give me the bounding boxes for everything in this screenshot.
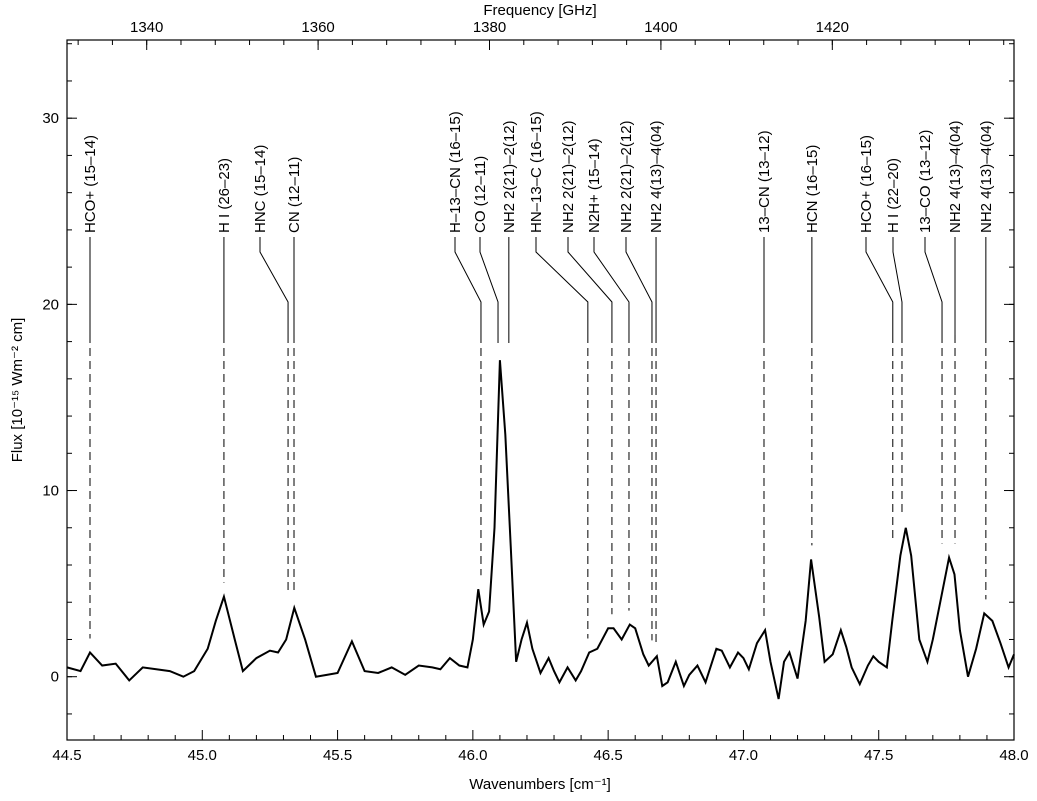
line-id-connector bbox=[593, 237, 630, 335]
line-id-label: HCN (16–15) bbox=[804, 145, 821, 233]
line-id-connector bbox=[625, 237, 653, 335]
line-id-connector bbox=[865, 237, 894, 335]
line-id-label: NH2 4(13)–4(04) bbox=[947, 120, 964, 233]
line-id-label: NH2 2(21)–2(12) bbox=[501, 120, 518, 233]
line-id-label: H–13–CN (16–15) bbox=[447, 111, 464, 233]
line-id-connector bbox=[924, 237, 943, 335]
line-id-label: H I (26–23) bbox=[216, 158, 233, 233]
x-tick-label: 44.5 bbox=[52, 747, 81, 764]
line-id-label: NH2 2(21)–2(12) bbox=[618, 120, 635, 233]
x2-tick-label: 1420 bbox=[816, 19, 849, 36]
y-tick-label: 10 bbox=[42, 483, 59, 500]
line-id-label: CO (12–11) bbox=[472, 156, 489, 233]
line-id-label: N2H+ (15–14) bbox=[586, 138, 603, 233]
line-id-connector bbox=[479, 237, 499, 335]
x-tick-label: 47.5 bbox=[864, 747, 893, 764]
x-tick-label: 46.0 bbox=[458, 747, 487, 764]
line-id-label: NH2 2(21)–2(12) bbox=[560, 120, 577, 233]
y-tick-label: 0 bbox=[51, 669, 59, 686]
line-id-connector bbox=[259, 237, 289, 335]
x-tick-label: 46.5 bbox=[594, 747, 623, 764]
x-tick-label: 45.5 bbox=[323, 747, 352, 764]
x2-tick-label: 1340 bbox=[130, 19, 163, 36]
x-tick-label: 48.0 bbox=[999, 747, 1028, 764]
line-id-connector bbox=[454, 237, 482, 335]
line-id-connector bbox=[535, 237, 589, 335]
line-id-label: HNC (15–14) bbox=[252, 145, 269, 233]
line-id-label: CN (12–11) bbox=[286, 157, 303, 233]
x-axis-label: Wavenumbers [cm⁻¹] bbox=[469, 776, 611, 793]
y-tick-label: 30 bbox=[42, 110, 59, 127]
line-id-label: 13–CO (13–12) bbox=[917, 130, 934, 233]
x-tick-label: 45.0 bbox=[188, 747, 217, 764]
x2-axis-label: Frequency [GHz] bbox=[483, 2, 596, 19]
line-id-label: H I (22–20) bbox=[885, 158, 902, 233]
line-id-connector bbox=[567, 237, 613, 335]
line-id-connector bbox=[892, 237, 903, 335]
x2-tick-label: 1360 bbox=[301, 19, 334, 36]
line-id-label: HN–13–C (16–15) bbox=[528, 111, 545, 233]
line-id-label: NH2 4(13)–4(04) bbox=[978, 120, 995, 233]
x-tick-label: 47.0 bbox=[729, 747, 758, 764]
x2-tick-label: 1380 bbox=[473, 19, 506, 36]
y-tick-label: 20 bbox=[42, 296, 59, 313]
spectrum-line bbox=[66, 360, 1015, 700]
x2-tick-label: 1400 bbox=[644, 19, 677, 36]
line-id-label: NH2 4(13)–4(04) bbox=[648, 120, 665, 233]
line-id-label: HCO+ (15–14) bbox=[82, 135, 99, 233]
plot-frame bbox=[66, 39, 1015, 741]
y-axis-label: Flux [10⁻¹⁵ Wm⁻² cm] bbox=[9, 318, 26, 463]
line-id-label: 13–CN (13–12) bbox=[756, 130, 773, 233]
line-id-label: HCO+ (16–15) bbox=[858, 135, 875, 233]
